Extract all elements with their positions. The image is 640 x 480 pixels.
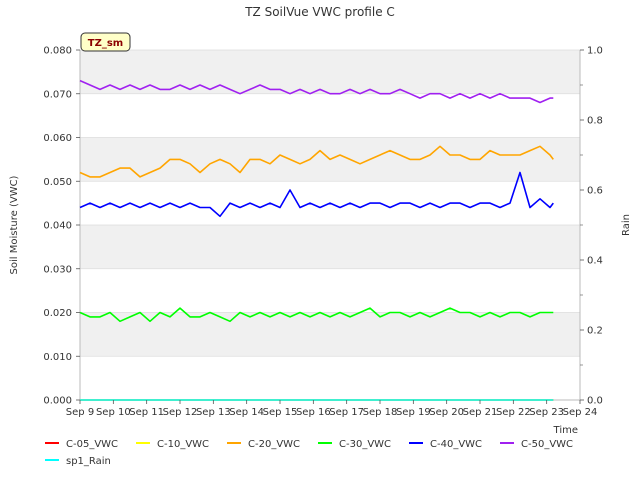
- x-tick-label: Sep 20: [429, 407, 464, 418]
- legend-label: C-40_VWC: [430, 439, 482, 450]
- legend-label: C-50_VWC: [521, 439, 573, 450]
- x-tick-label: Sep 14: [229, 407, 264, 418]
- site-badge: TZ_sm: [80, 32, 131, 52]
- y2-tick-label: 0.8: [587, 116, 603, 127]
- y2-tick-label: 0.2: [587, 326, 603, 337]
- y-tick-label: 0.060: [43, 133, 72, 144]
- series-line-C-40_VWC: [79, 171, 554, 218]
- y2-axis-label: Rain: [621, 214, 632, 236]
- x-tick-label: Sep 9: [66, 407, 94, 418]
- background-band: [80, 50, 580, 94]
- background-bands: [80, 49, 580, 401]
- background-band: [80, 312, 580, 357]
- y-tick-label: 0.070: [43, 89, 72, 100]
- background-band: [80, 225, 580, 269]
- x-tick-label: Sep 12: [163, 407, 198, 418]
- legend-label: C-05_VWC: [66, 439, 118, 450]
- x-tick-label: Sep 17: [329, 407, 364, 418]
- y-axis-right: 0.0 0.2 0.4 0.6 0.8 1.0: [580, 46, 603, 407]
- x-tick-label: Sep 13: [196, 407, 231, 418]
- x-tick-label: Sep 15: [263, 407, 298, 418]
- y2-tick-label: 1.0: [587, 46, 603, 57]
- y-axis-left: 0.000 0.010 0.020 0.030 0.040 0.050 0.060 0.070…: [43, 46, 80, 407]
- series-line-C-20_VWC: [79, 145, 554, 178]
- legend: C-05_VWC C-10_VWC C-20_VWC C-30_VWC C-40_VWC…: [45, 439, 573, 467]
- x-tick-label: Sep 10: [96, 407, 131, 418]
- x-tick-label: Sep 16: [296, 407, 331, 418]
- y-tick-label: 0.030: [43, 264, 72, 275]
- y-tick-label: 0.000: [43, 396, 72, 407]
- y2-tick-label: 0.4: [587, 256, 603, 267]
- y2-tick-label: 0.0: [587, 396, 603, 407]
- x-axis-label: Time: [553, 425, 578, 436]
- y-axis-label: Soil Moisture (VWC): [9, 175, 20, 274]
- series-line-C-50_VWC: [79, 79, 554, 104]
- x-tick-label: Sep 18: [363, 407, 398, 418]
- x-tick-label: Sep 24: [563, 407, 598, 418]
- legend-label: C-10_VWC: [157, 439, 209, 450]
- site-badge-label: TZ_sm: [88, 38, 123, 49]
- y-tick-label: 0.010: [43, 352, 72, 363]
- legend-label: C-20_VWC: [248, 439, 300, 450]
- x-tick-label: Sep 21: [463, 407, 498, 418]
- legend-label: C-30_VWC: [339, 439, 391, 450]
- y2-tick-label: 0.6: [587, 186, 603, 197]
- legend-label: sp1_Rain: [66, 456, 111, 467]
- y-tick-label: 0.080: [43, 46, 72, 57]
- x-tick-label: Sep 19: [396, 407, 431, 418]
- y-tick-label: 0.050: [43, 177, 72, 188]
- series-layer: [79, 79, 554, 401]
- chart-title: TZ SoilVue VWC profile C: [244, 5, 395, 19]
- x-tick-label: Sep 23: [529, 407, 564, 418]
- y-tick-label: 0.040: [43, 221, 72, 232]
- x-tick-label: Sep 22: [496, 407, 531, 418]
- y-tick-label: 0.020: [43, 308, 72, 319]
- x-tick-label: Sep 11: [129, 407, 164, 418]
- series-line-C-30_VWC: [79, 307, 554, 323]
